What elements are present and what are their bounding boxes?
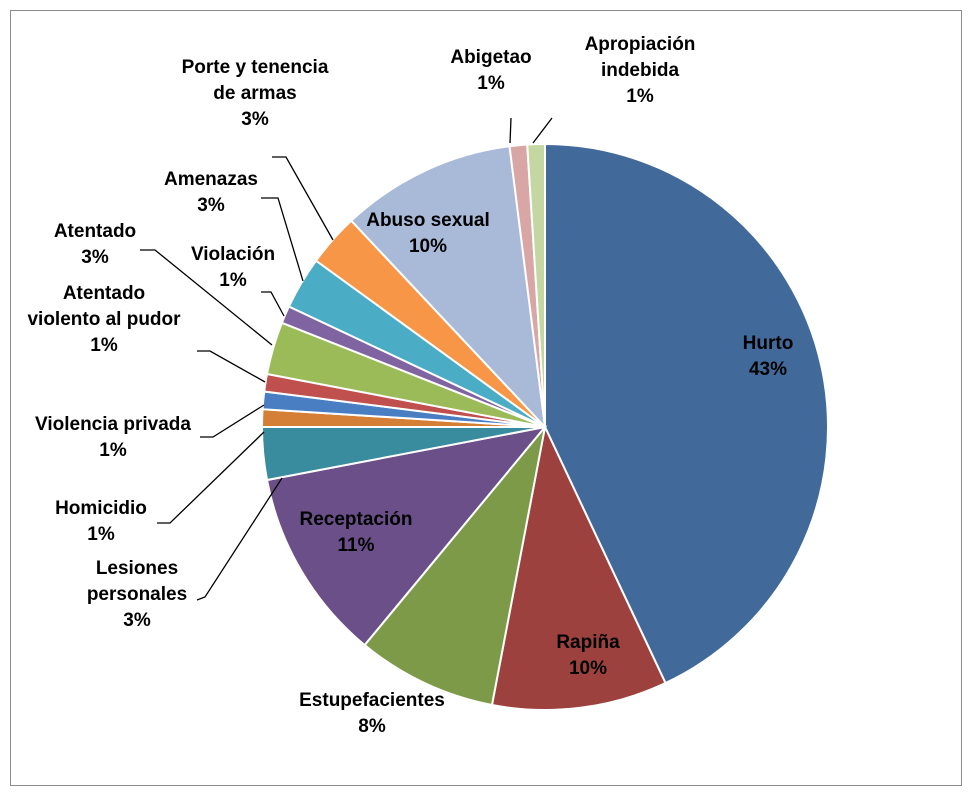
leader-line-8 [197,350,266,383]
data-label-4: Receptación 11% [300,509,413,556]
data-label-line: 10% [409,236,447,257]
data-labels: Hurto 43% Rapiña 10% Estupefacientes 8% Recept… [27,34,793,737]
leader-line-5 [196,477,283,601]
data-label-line: de armas [213,83,296,104]
data-label-line: 1% [477,73,505,94]
leader-line-6 [157,431,265,524]
data-label-line: 43% [749,359,787,380]
data-label-line: Rapiña [556,632,620,653]
pie-slice-3 [363,426,546,707]
data-label-line: 1% [626,86,654,107]
leader-line-11 [261,197,304,282]
pie-slices [260,142,830,712]
pie-slice-2 [490,423,667,712]
data-label-line: 1% [87,524,115,545]
leader-lines [140,117,553,601]
pie-slice-4 [265,425,548,647]
data-label-line: violento al pudor [27,309,181,330]
data-label-2: Rapiña 10% [556,632,620,679]
data-label-3: Estupefacientes 8% [299,690,445,737]
data-label-line: indebida [601,60,680,81]
pie-slice-15 [526,142,546,428]
data-label-line: 11% [338,535,375,556]
data-label-11: Amenazas 3% [164,169,258,216]
data-label-line: 1% [90,335,118,356]
data-label-line: 3% [123,610,151,631]
data-label-line: Atentado [63,283,145,304]
data-label-line: Violación [191,244,275,265]
data-label-line: Violencia privada [35,414,191,435]
leader-line-14 [509,117,512,144]
leader-line-15 [532,117,553,144]
data-label-line: Receptación [300,509,413,530]
leader-line-10 [261,291,285,317]
leader-line-12 [272,156,334,241]
data-label-line: 3% [241,109,269,130]
data-label-12: Porte y tenencia de armas 3% [182,57,329,130]
data-label-line: Homicidio [55,498,147,519]
data-label-line: 1% [99,440,127,461]
data-label-line: 1% [219,270,247,291]
pie-slice-1 [544,142,830,685]
data-label-line: personales [87,584,187,605]
data-label-line: Porte y tenencia [182,57,329,78]
data-label-line: Abigetao [450,47,531,68]
data-label-10: Violación 1% [191,244,275,291]
leader-line-7 [200,404,265,438]
data-label-1: Hurto 43% [743,333,794,380]
data-label-line: Amenazas [164,169,258,190]
data-label-line: Hurto [743,333,794,354]
data-label-line: 10% [569,658,607,679]
data-label-line: Abuso sexual [366,210,490,231]
data-label-line: 3% [197,195,225,216]
data-label-line: Atentado [54,221,136,242]
data-label-line: Apropiación [585,34,696,55]
data-label-5: Lesiones personales 3% [87,558,187,631]
data-label-13: Abuso sexual 10% [366,210,490,257]
data-label-15: Apropiación indebida 1% [585,34,696,107]
data-label-14: Abigetao 1% [450,47,531,94]
data-label-9: Atentado 3% [54,221,136,268]
data-label-line: 3% [81,247,109,268]
data-label-8: Atentado violento al pudor 1% [27,283,181,356]
pie-slice-13 [349,145,547,430]
leader-line-9 [140,249,273,346]
data-label-line: Lesiones [96,558,178,579]
data-label-line: 8% [358,716,386,737]
data-label-7: Violencia privada 1% [35,414,191,461]
data-label-line: Estupefacientes [299,690,445,711]
data-label-6: Homicidio 1% [55,498,147,545]
